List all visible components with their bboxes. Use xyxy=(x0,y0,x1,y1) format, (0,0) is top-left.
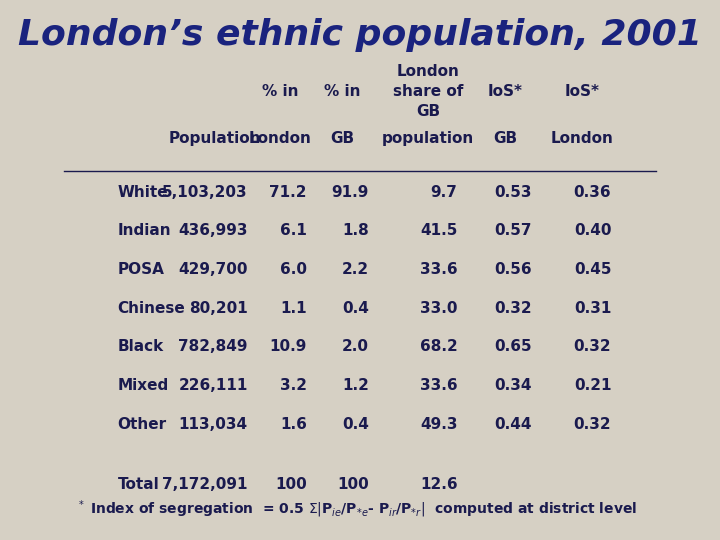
Text: 6.0: 6.0 xyxy=(280,262,307,277)
Text: 0.56: 0.56 xyxy=(494,262,531,277)
Text: 0.4: 0.4 xyxy=(342,301,369,316)
Text: 1.2: 1.2 xyxy=(342,378,369,393)
Text: Population: Population xyxy=(169,131,261,146)
Text: 41.5: 41.5 xyxy=(420,223,458,238)
Text: Total: Total xyxy=(117,477,159,492)
Text: IoS*: IoS* xyxy=(564,84,599,99)
Text: 0.32: 0.32 xyxy=(494,301,531,316)
Text: 0.36: 0.36 xyxy=(574,185,611,200)
Text: 782,849: 782,849 xyxy=(178,339,248,354)
Text: 7,172,091: 7,172,091 xyxy=(162,477,248,492)
Text: 226,111: 226,111 xyxy=(179,378,248,393)
Text: $^*$ Index of segregation  = 0.5 $\Sigma|$P$_{ie}$/P$_{*e}$- P$_{ir}$/P$_{*r}$$|: $^*$ Index of segregation = 0.5 $\Sigma|… xyxy=(76,498,637,520)
Text: 91.9: 91.9 xyxy=(331,185,369,200)
Text: population: population xyxy=(382,131,474,146)
Text: 0.34: 0.34 xyxy=(494,378,531,393)
Text: 3.2: 3.2 xyxy=(280,378,307,393)
Text: % in: % in xyxy=(324,84,361,99)
Text: 0.53: 0.53 xyxy=(494,185,531,200)
Text: 0.32: 0.32 xyxy=(574,339,611,354)
Text: share of: share of xyxy=(393,84,463,99)
Text: GB: GB xyxy=(492,131,517,146)
Text: 0.40: 0.40 xyxy=(574,223,611,238)
Text: 10.9: 10.9 xyxy=(269,339,307,354)
Text: 436,993: 436,993 xyxy=(178,223,248,238)
Text: 33.6: 33.6 xyxy=(420,378,458,393)
Text: POSA: POSA xyxy=(117,262,164,277)
Text: London: London xyxy=(248,131,312,146)
Text: Other: Other xyxy=(117,417,166,431)
Text: GB: GB xyxy=(330,131,354,146)
Text: 0.31: 0.31 xyxy=(574,301,611,316)
Text: % in: % in xyxy=(262,84,298,99)
Text: 0.45: 0.45 xyxy=(574,262,611,277)
Text: 0.21: 0.21 xyxy=(574,378,611,393)
Text: Mixed: Mixed xyxy=(117,378,168,393)
Text: Chinese: Chinese xyxy=(117,301,185,316)
Text: 33.0: 33.0 xyxy=(420,301,458,316)
Text: 68.2: 68.2 xyxy=(420,339,458,354)
Text: 2.2: 2.2 xyxy=(342,262,369,277)
Text: 0.44: 0.44 xyxy=(494,417,531,431)
Text: Indian: Indian xyxy=(117,223,171,238)
Text: 113,034: 113,034 xyxy=(179,417,248,431)
Text: 49.3: 49.3 xyxy=(420,417,458,431)
Text: 33.6: 33.6 xyxy=(420,262,458,277)
Text: 71.2: 71.2 xyxy=(269,185,307,200)
Text: 0.65: 0.65 xyxy=(494,339,531,354)
Text: 0.4: 0.4 xyxy=(342,417,369,431)
Text: 0.57: 0.57 xyxy=(494,223,531,238)
Text: 0.32: 0.32 xyxy=(574,417,611,431)
Text: White: White xyxy=(117,185,168,200)
Text: London: London xyxy=(550,131,613,146)
Text: London: London xyxy=(397,64,459,79)
Text: 6.1: 6.1 xyxy=(280,223,307,238)
Text: 12.6: 12.6 xyxy=(420,477,458,492)
Text: 2.0: 2.0 xyxy=(342,339,369,354)
Text: Black: Black xyxy=(117,339,163,354)
Text: IoS*: IoS* xyxy=(487,84,523,99)
Text: 5,103,203: 5,103,203 xyxy=(162,185,248,200)
Text: 1.6: 1.6 xyxy=(280,417,307,431)
Text: 80,201: 80,201 xyxy=(189,301,248,316)
Text: 1.1: 1.1 xyxy=(280,301,307,316)
Text: 100: 100 xyxy=(337,477,369,492)
Text: 1.8: 1.8 xyxy=(342,223,369,238)
Text: 9.7: 9.7 xyxy=(431,185,458,200)
Text: GB: GB xyxy=(416,104,440,119)
Text: 429,700: 429,700 xyxy=(178,262,248,277)
Text: London’s ethnic population, 2001: London’s ethnic population, 2001 xyxy=(18,17,702,51)
Text: 100: 100 xyxy=(275,477,307,492)
